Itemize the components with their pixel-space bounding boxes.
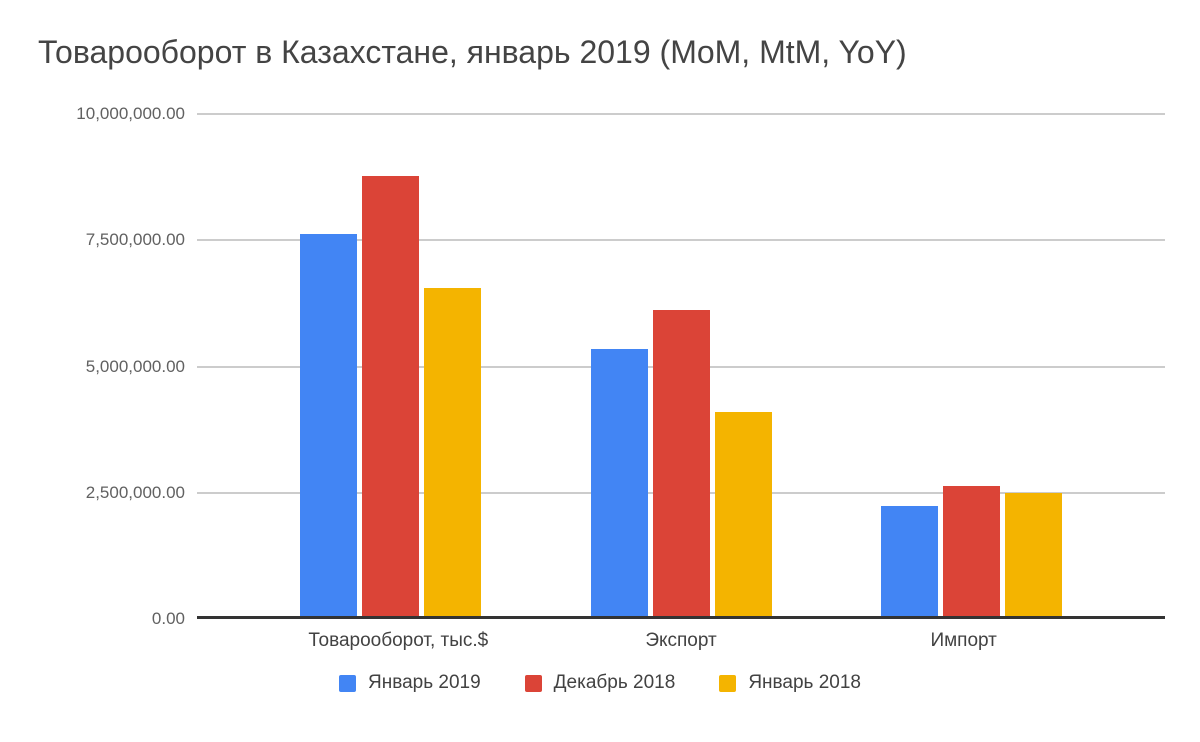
bar-group [826,114,1116,619]
bar-series-0-category-1 [590,348,648,619]
x-axis-category-label: Экспорт [645,630,717,651]
legend-label: Декабрь 2018 [553,672,676,693]
y-tick-label: 0.00 [151,609,185,628]
legend: Январь 2019 Декабрь 2018 Январь 2018 [0,672,1200,694]
bar-series-0-category-0 [300,234,358,619]
y-tick-label: 7,500,000.00 [85,230,185,250]
x-axis-baseline [197,616,1165,619]
x-axis-labels: Товарооборот, тыс.$ Экспорт Импорт [197,622,1165,656]
legend-label: Январь 2018 [748,672,861,693]
bar-series-1-category-2 [942,486,1000,619]
bar-series-2-category-0 [424,287,482,619]
y-tick-label: 2,500,000.00 [85,482,185,502]
y-tick-label: 10,000,000.00 [76,104,185,123]
gridline [197,239,1165,242]
gridline [197,113,1165,115]
bar-group [536,114,826,619]
legend-swatch-icon [719,674,737,692]
legend-label: Январь 2019 [367,672,481,693]
legend-item: Январь 2019 [338,672,481,694]
bar-series-0-category-2 [880,505,938,619]
legend-item: Январь 2018 [719,672,861,694]
bar-series-2-category-2 [1004,493,1062,619]
y-tick-label: 5,000,000.00 [85,356,185,376]
chart-title: Товарооборот в Казахстане, январь 2019 (… [38,34,907,70]
x-axis-category-label: Импорт [930,630,997,651]
plot-area: 0.00 2,500,000.00 5,000,000.00 7,500,000.00… [76,104,1165,628]
bar-groups [197,114,1165,619]
bar-series-1-category-0 [362,176,420,619]
bar-group [245,114,535,619]
bar-series-2-category-1 [714,411,772,619]
legend-swatch-icon [338,674,356,692]
bar-series-1-category-1 [652,309,710,619]
legend-item: Декабрь 2018 [524,672,676,694]
x-axis-category-label: Товарооборот, тыс.$ [308,630,489,651]
legend-swatch-icon [524,674,542,692]
